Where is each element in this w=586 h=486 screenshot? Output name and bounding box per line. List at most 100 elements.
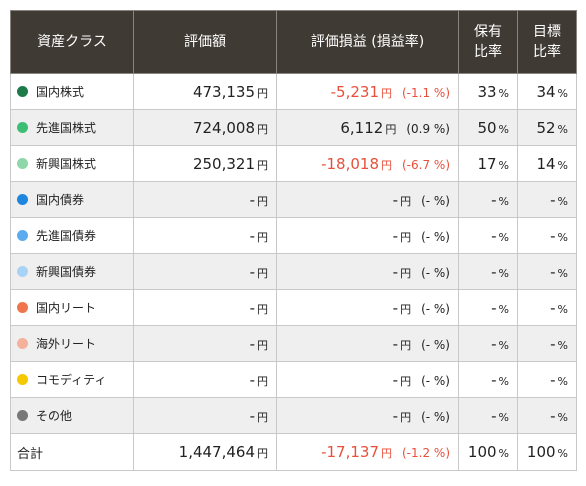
holding-ratio-cell: -%: [458, 361, 518, 398]
valuation-cell: -円: [133, 397, 277, 434]
percent-unit: %: [557, 122, 568, 136]
profit-loss-value: -: [392, 190, 399, 209]
yen-unit: 円: [400, 338, 412, 352]
asset-color-dot-icon: [17, 122, 28, 133]
yen-unit: 円: [400, 410, 412, 424]
profit-loss-cell: -18,018 円 (-6.7 %): [276, 145, 459, 182]
asset-name: 新興国債券: [36, 265, 97, 279]
header-profit-loss: 評価損益 (損益率): [276, 10, 459, 74]
asset-color-dot-icon: [17, 374, 28, 385]
percent-unit: %: [498, 230, 509, 244]
valuation-cell: -円: [133, 289, 277, 326]
profit-loss-rate: (0.9 %): [406, 121, 450, 136]
target-ratio-cell: 100%: [517, 433, 577, 471]
asset-class-cell: 国内債券: [10, 181, 134, 218]
target-ratio-value: -: [550, 226, 556, 245]
profit-loss-rate: (- %): [421, 337, 450, 352]
holding-ratio-value: 50: [477, 118, 497, 137]
asset-name: 国内債券: [36, 193, 85, 207]
profit-loss-value: -: [392, 370, 399, 389]
table-row: 国内株式 473,135 円 -5,231 円 (-1.1 %) 33% 34%: [10, 73, 577, 110]
percent-unit: %: [557, 86, 568, 100]
valuation-cell: 724,008 円: [133, 109, 277, 146]
percent-unit: %: [557, 194, 568, 208]
profit-loss-cell: - 円 (- %): [276, 181, 459, 218]
percent-unit: %: [557, 230, 568, 244]
holding-ratio-value: -: [491, 370, 497, 389]
percent-unit: %: [498, 86, 509, 100]
asset-color-dot-icon: [17, 194, 28, 205]
target-ratio-value: -: [550, 298, 556, 317]
profit-loss-value: 6,112: [340, 118, 384, 137]
percent-unit: %: [557, 266, 568, 280]
asset-class-cell: 先進国株式: [10, 109, 134, 146]
percent-unit: %: [498, 374, 509, 388]
holding-ratio-cell: -%: [458, 289, 518, 326]
target-ratio-cell: -%: [517, 325, 577, 362]
profit-loss-cell: 6,112 円 (0.9 %): [276, 109, 459, 146]
asset-allocation-panel: 資産クラス 評価額 評価損益 (損益率) 保有 比率 目標 比率 国内株式 473,1…: [10, 10, 577, 471]
valuation-value: -: [249, 406, 255, 425]
holding-ratio-value: 33: [477, 82, 497, 101]
table-header-row: 資産クラス 評価額 評価損益 (損益率) 保有 比率 目標 比率: [10, 10, 577, 74]
header-valuation: 評価額: [133, 10, 277, 74]
asset-name: 国内リート: [36, 301, 97, 315]
asset-name: 海外リート: [36, 337, 97, 351]
yen-unit: 円: [257, 86, 268, 100]
profit-loss-rate: (-1.2 %): [402, 446, 450, 460]
profit-loss-rate: (- %): [421, 193, 450, 208]
valuation-value: -: [249, 370, 255, 389]
valuation-cell: -円: [133, 361, 277, 398]
profit-loss-value: -: [392, 406, 399, 425]
valuation-value: 724,008: [192, 118, 255, 137]
holding-ratio-value: -: [491, 406, 497, 425]
valuation-cell: 1,447,464 円: [133, 433, 277, 471]
yen-unit: 円: [257, 410, 268, 424]
profit-loss-cell: - 円 (- %): [276, 289, 459, 326]
asset-color-dot-icon: [17, 302, 28, 313]
holding-ratio-cell: 50%: [458, 109, 518, 146]
table-row: 新興国債券 - 円 - 円 (- %) -% -%: [10, 253, 577, 290]
target-ratio-value: 52: [536, 118, 556, 137]
valuation-cell: -円: [133, 253, 277, 290]
yen-unit: 円: [400, 194, 412, 208]
profit-loss-rate: (- %): [421, 265, 450, 280]
asset-name: 先進国債券: [36, 229, 97, 243]
yen-unit: 円: [400, 230, 412, 244]
profit-loss-cell: -5,231 円 (-1.1 %): [276, 73, 459, 110]
asset-name: 先進国株式: [36, 121, 97, 135]
holding-ratio-value: 100: [467, 443, 497, 461]
profit-loss-rate: (- %): [421, 373, 450, 388]
holding-ratio-cell: 33%: [458, 73, 518, 110]
holding-ratio-value: -: [491, 226, 497, 245]
percent-unit: %: [498, 266, 509, 280]
percent-unit: %: [557, 158, 568, 172]
holding-ratio-cell: -%: [458, 181, 518, 218]
holding-ratio-cell: -%: [458, 253, 518, 290]
total-label: 合計: [10, 433, 134, 471]
holding-ratio-value: -: [491, 298, 497, 317]
valuation-value: -: [249, 298, 255, 317]
holding-ratio-cell: 100%: [458, 433, 518, 471]
percent-unit: %: [557, 447, 568, 460]
asset-color-dot-icon: [17, 158, 28, 169]
profit-loss-cell: - 円 (- %): [276, 253, 459, 290]
valuation-cell: 473,135 円: [133, 73, 277, 110]
header-asset-class: 資産クラス: [10, 10, 134, 74]
holding-ratio-cell: -%: [458, 325, 518, 362]
target-ratio-cell: 52%: [517, 109, 577, 146]
profit-loss-cell: - 円 (- %): [276, 397, 459, 434]
asset-color-dot-icon: [17, 230, 28, 241]
target-ratio-value: -: [550, 406, 556, 425]
holding-ratio-value: -: [491, 334, 497, 353]
yen-unit: 円: [257, 158, 268, 172]
percent-unit: %: [498, 410, 509, 424]
profit-loss-value: -: [392, 262, 399, 281]
target-ratio-cell: -%: [517, 361, 577, 398]
percent-unit: %: [557, 338, 568, 352]
profit-loss-cell: - 円 (- %): [276, 325, 459, 362]
valuation-value: 250,321: [192, 154, 255, 173]
target-ratio-value: 14: [536, 154, 556, 173]
holding-ratio-value: -: [491, 190, 497, 209]
yen-unit: 円: [385, 122, 397, 136]
